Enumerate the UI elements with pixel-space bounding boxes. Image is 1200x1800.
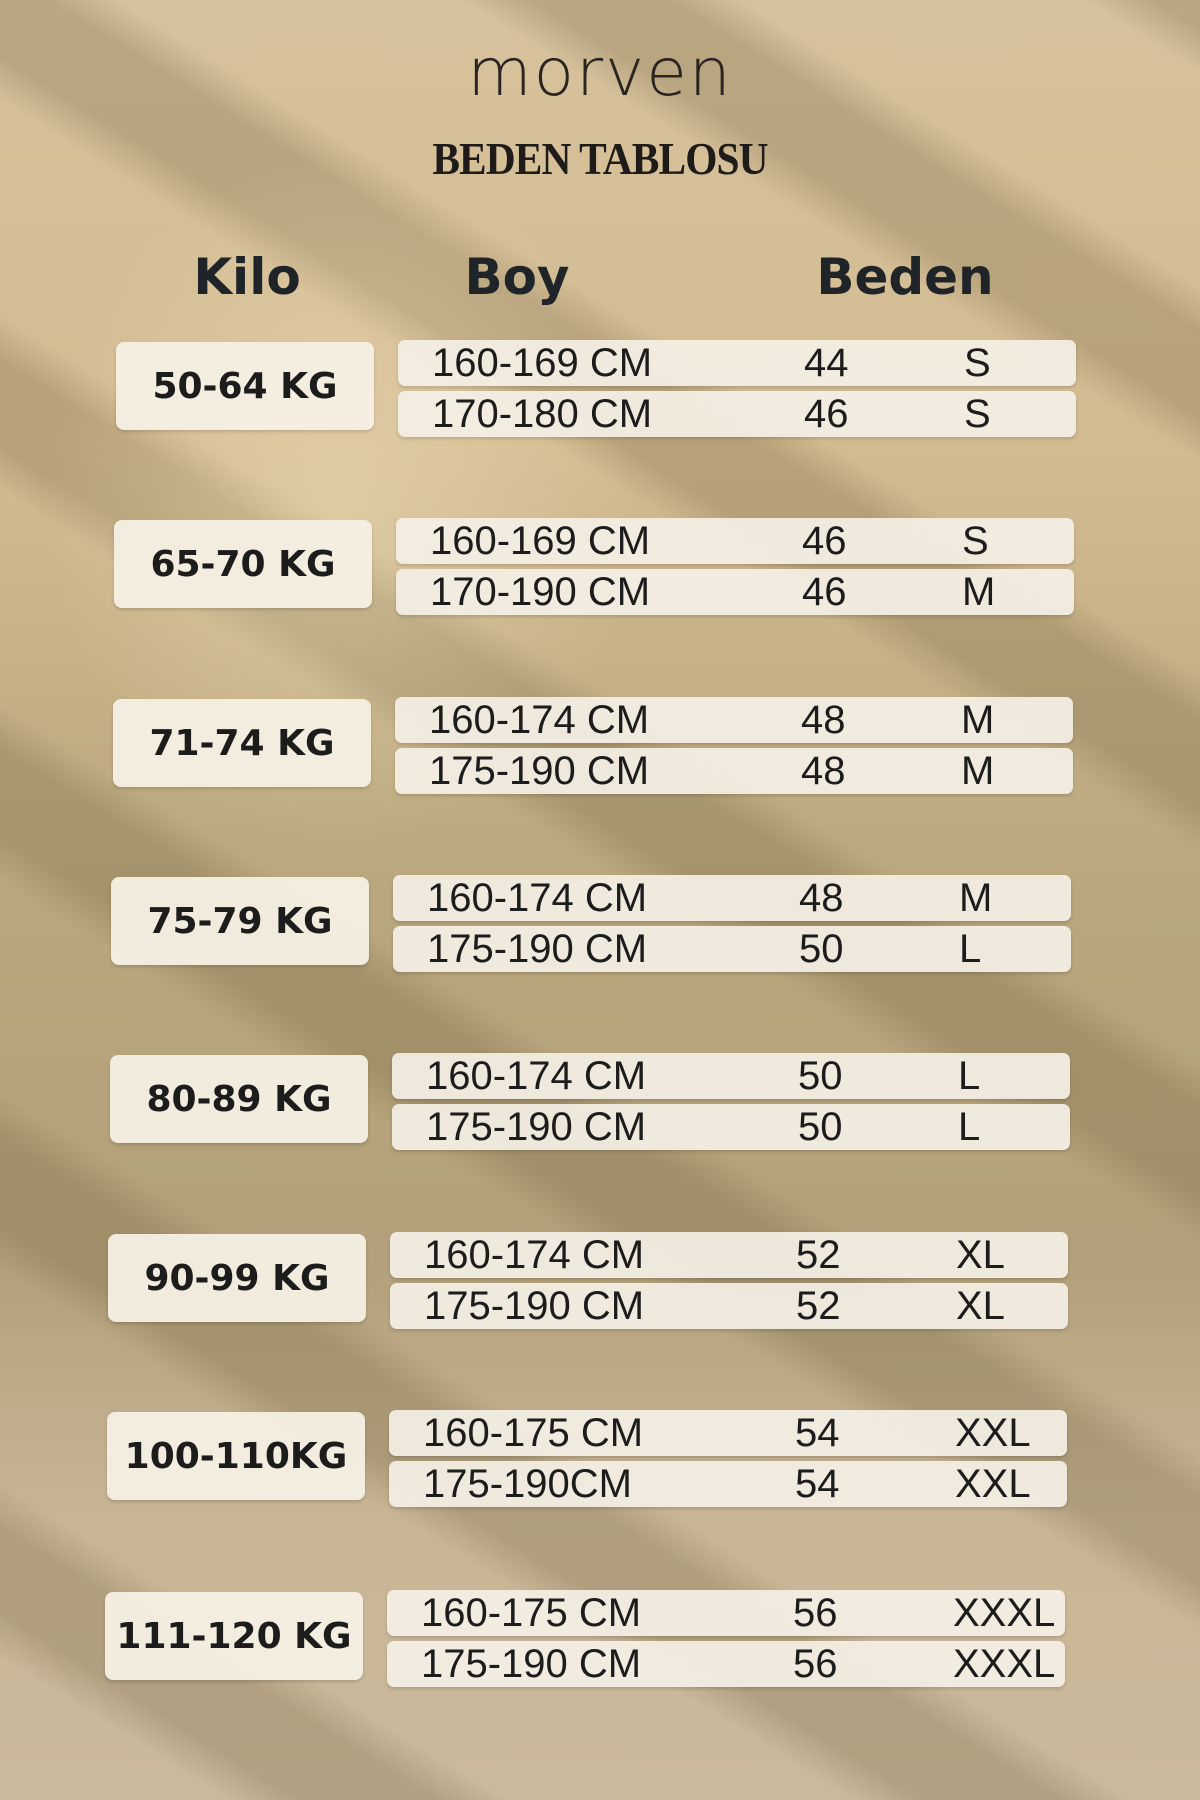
table-row: 160-169 CM 46 S <box>396 518 1074 564</box>
size-letter: M <box>962 570 996 614</box>
size-letter: S <box>962 519 989 563</box>
size-group: 71-74 KG 160-174 CM 48 M 175-190 CM 48 M <box>0 697 1200 799</box>
header-beden: Beden <box>816 248 994 306</box>
weight-range: 75-79 KG <box>111 877 369 965</box>
size-number: 46 <box>802 519 847 563</box>
header-boy: Boy <box>464 248 570 306</box>
height-range: 160-174 CM <box>429 698 650 742</box>
page-title: BEDEN TABLOSU <box>432 133 768 184</box>
size-letter: M <box>961 749 995 793</box>
size-number: 50 <box>798 1105 843 1149</box>
table-row: 160-169 CM 44 S <box>398 340 1076 386</box>
height-range: 160-175 CM <box>421 1591 642 1635</box>
table-row: 175-190 CM 56 XXXL <box>387 1641 1065 1687</box>
size-letter: XXXL <box>953 1591 1056 1635</box>
height-range: 160-174 CM <box>424 1233 645 1277</box>
weight-range: 50-64 KG <box>116 342 374 430</box>
size-number: 56 <box>793 1642 838 1686</box>
size-number: 46 <box>802 570 847 614</box>
height-range: 170-180 CM <box>432 392 653 436</box>
size-number: 44 <box>804 341 849 385</box>
weight-range: 65-70 KG <box>114 520 372 608</box>
size-group: 90-99 KG 160-174 CM 52 XL 175-190 CM 52 … <box>0 1232 1200 1334</box>
height-range: 160-174 CM <box>426 1054 647 1098</box>
size-number: 50 <box>799 927 844 971</box>
size-group: 100-110KG 160-175 CM 54 XXL 175-190CM 54… <box>0 1410 1200 1512</box>
size-number: 56 <box>793 1591 838 1635</box>
table-row: 160-175 CM 56 XXXL <box>387 1590 1065 1636</box>
header-kilo: Kilo <box>193 248 301 306</box>
height-range: 170-190 CM <box>430 570 651 614</box>
size-letter: S <box>964 392 991 436</box>
table-row: 175-190 CM 50 L <box>392 1104 1070 1150</box>
height-range: 175-190 CM <box>424 1284 645 1328</box>
size-letter: L <box>959 927 982 971</box>
height-range: 175-190 CM <box>429 749 650 793</box>
size-number: 48 <box>801 749 846 793</box>
size-group: 80-89 KG 160-174 CM 50 L 175-190 CM 50 L <box>0 1053 1200 1155</box>
weight-range: 80-89 KG <box>110 1055 368 1143</box>
size-letter: XXXL <box>953 1642 1056 1686</box>
height-range: 160-175 CM <box>423 1411 644 1455</box>
size-letter: L <box>958 1054 981 1098</box>
weight-range: 111-120 KG <box>105 1592 363 1680</box>
size-group: 75-79 KG 160-174 CM 48 M 175-190 CM 50 L <box>0 875 1200 977</box>
table-row: 170-190 CM 46 M <box>396 569 1074 615</box>
table-row: 160-174 CM 52 XL <box>390 1232 1068 1278</box>
table-row: 175-190 CM 50 L <box>393 926 1071 972</box>
height-range: 160-174 CM <box>427 876 648 920</box>
table-row: 175-190 CM 48 M <box>395 748 1073 794</box>
table-row: 160-174 CM 48 M <box>395 697 1073 743</box>
weight-range: 100-110KG <box>107 1412 365 1500</box>
height-range: 175-190 CM <box>427 927 648 971</box>
size-letter: XXL <box>955 1462 1031 1506</box>
table-row: 160-174 CM 50 L <box>392 1053 1070 1099</box>
size-letter: M <box>961 698 995 742</box>
height-range: 175-190 CM <box>426 1105 647 1149</box>
table-row: 160-174 CM 48 M <box>393 875 1071 921</box>
height-range: 160-169 CM <box>430 519 651 563</box>
size-letter: L <box>958 1105 981 1149</box>
size-letter: S <box>964 341 991 385</box>
size-number: 50 <box>798 1054 843 1098</box>
height-range: 175-190CM <box>423 1462 633 1506</box>
size-number: 48 <box>799 876 844 920</box>
height-range: 160-169 CM <box>432 341 653 385</box>
size-letter: XL <box>956 1233 1005 1277</box>
size-number: 46 <box>804 392 849 436</box>
size-number: 52 <box>796 1233 841 1277</box>
size-number: 52 <box>796 1284 841 1328</box>
size-group: 65-70 KG 160-169 CM 46 S 170-190 CM 46 M <box>0 518 1200 620</box>
size-letter: XL <box>956 1284 1005 1328</box>
weight-range: 90-99 KG <box>108 1234 366 1322</box>
size-group: 50-64 KG 160-169 CM 44 S 170-180 CM 46 S <box>0 340 1200 442</box>
table-row: 175-190 CM 52 XL <box>390 1283 1068 1329</box>
size-number: 48 <box>801 698 846 742</box>
height-range: 175-190 CM <box>421 1642 642 1686</box>
size-letter: XXL <box>955 1411 1031 1455</box>
brand-logo: morven <box>467 34 733 111</box>
weight-range: 71-74 KG <box>113 699 371 787</box>
table-row: 175-190CM 54 XXL <box>389 1461 1067 1507</box>
table-row: 160-175 CM 54 XXL <box>389 1410 1067 1456</box>
size-number: 54 <box>795 1411 840 1455</box>
size-group: 111-120 KG 160-175 CM 56 XXXL 175-190 CM… <box>0 1590 1200 1692</box>
size-letter: M <box>959 876 993 920</box>
table-row: 170-180 CM 46 S <box>398 391 1076 437</box>
size-number: 54 <box>795 1462 840 1506</box>
